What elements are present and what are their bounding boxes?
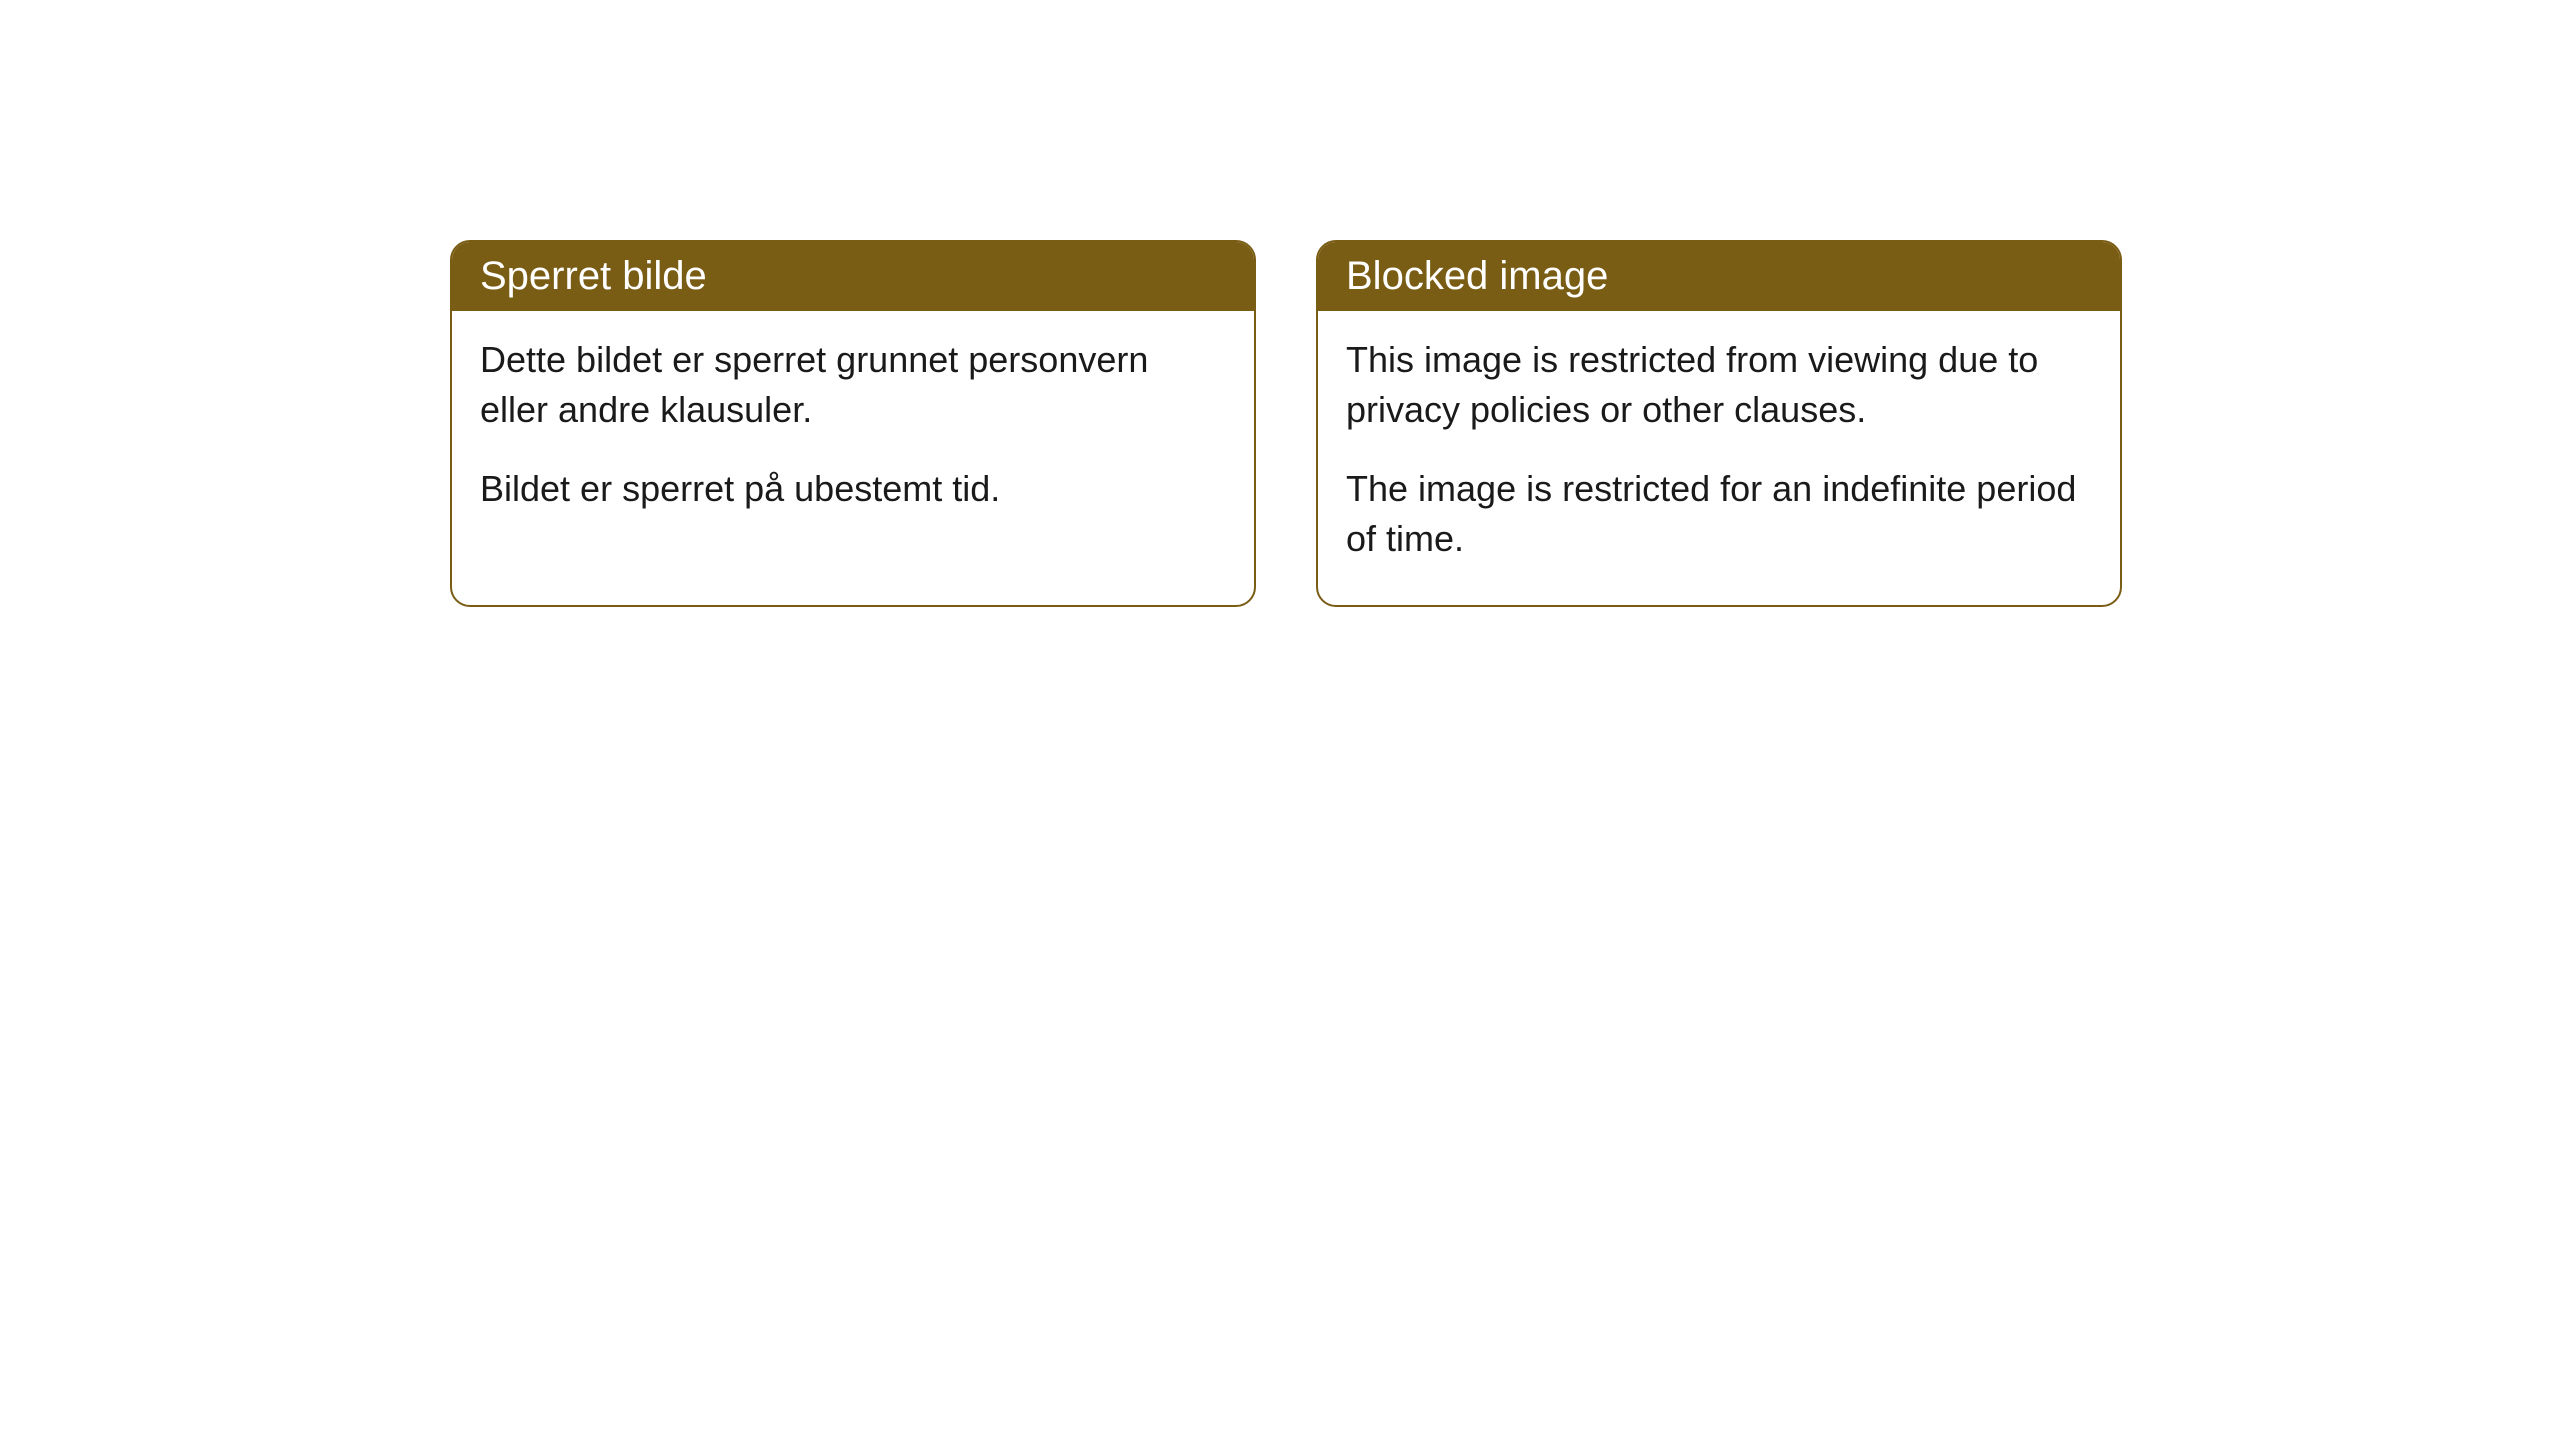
card-header: Blocked image: [1318, 242, 2120, 311]
card-title: Sperret bilde: [480, 254, 707, 298]
card-body: Dette bildet er sperret grunnet personve…: [452, 311, 1254, 554]
blocked-image-card-english: Blocked image This image is restricted f…: [1316, 240, 2122, 607]
card-paragraph: This image is restricted from viewing du…: [1346, 335, 2092, 436]
blocked-image-card-norwegian: Sperret bilde Dette bildet er sperret gr…: [450, 240, 1256, 607]
card-paragraph: Dette bildet er sperret grunnet personve…: [480, 335, 1226, 436]
notice-cards-container: Sperret bilde Dette bildet er sperret gr…: [450, 240, 2122, 607]
card-header: Sperret bilde: [452, 242, 1254, 311]
card-paragraph: Bildet er sperret på ubestemt tid.: [480, 464, 1226, 514]
card-body: This image is restricted from viewing du…: [1318, 311, 2120, 605]
card-title: Blocked image: [1346, 254, 1608, 298]
card-paragraph: The image is restricted for an indefinit…: [1346, 464, 2092, 565]
